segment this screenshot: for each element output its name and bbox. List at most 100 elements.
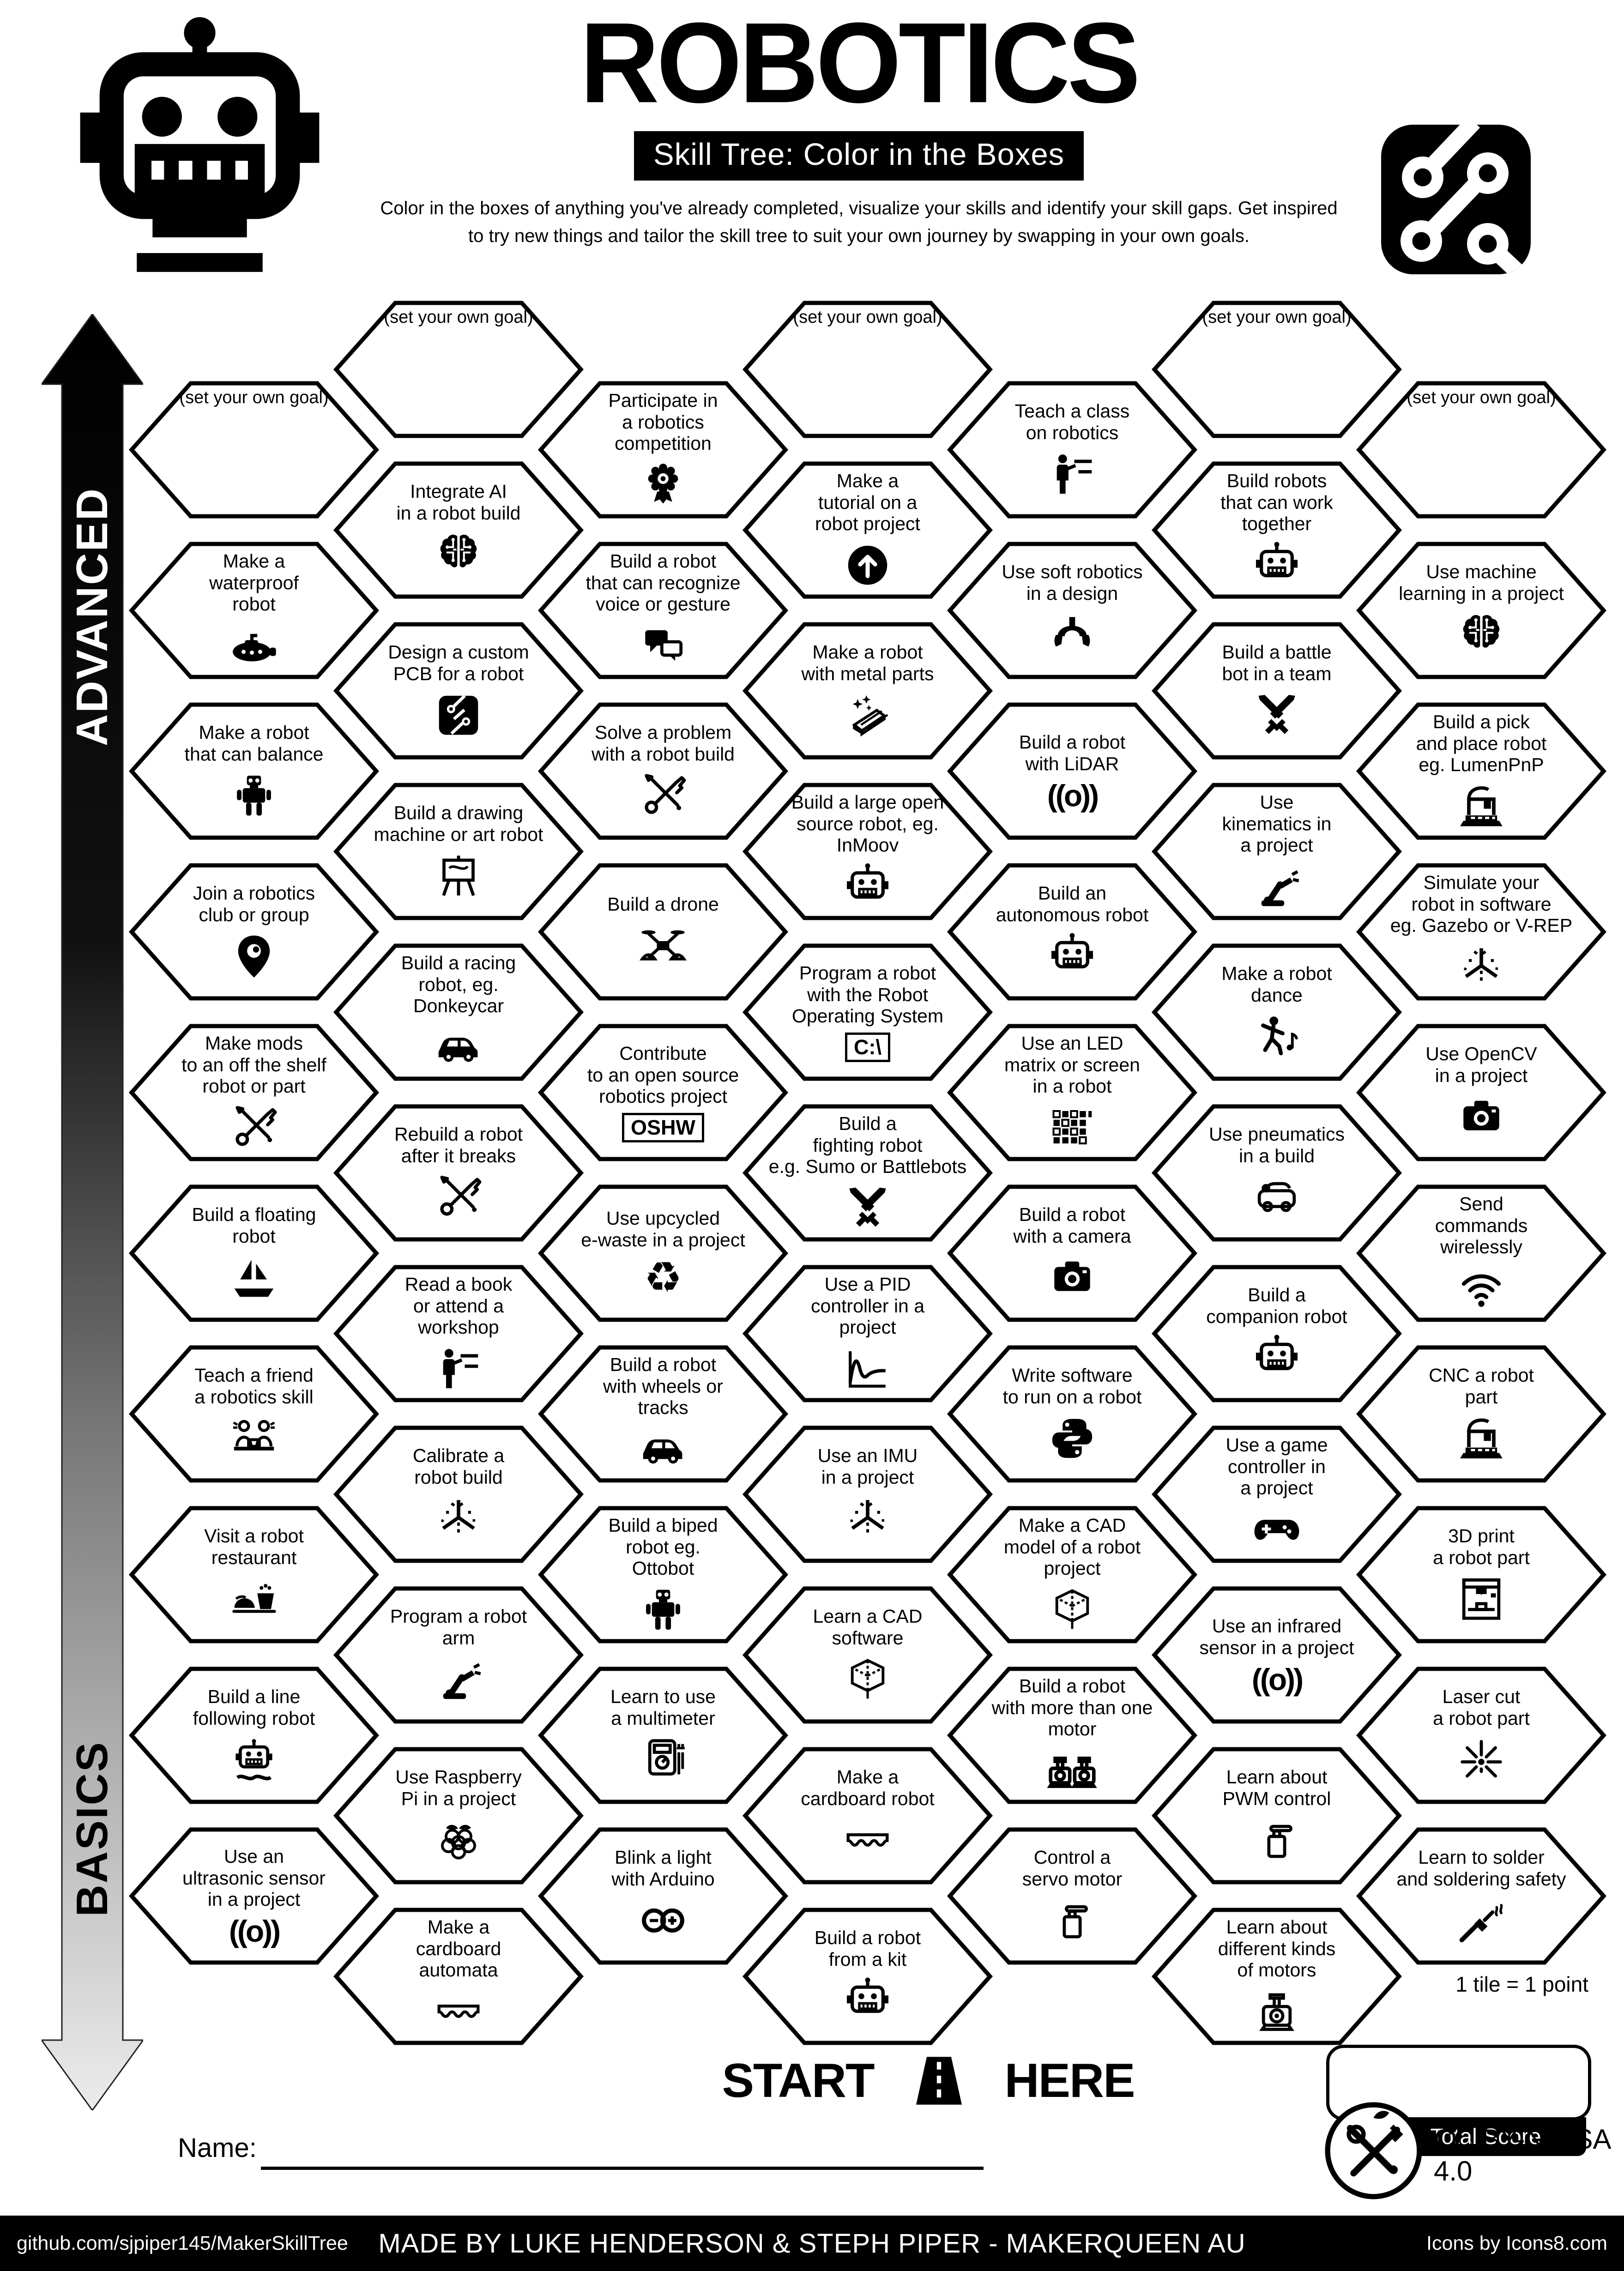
- hex-tile[interactable]: Build a floating robot: [128, 1184, 380, 1323]
- hex-tile[interactable]: Make a waterproof robot: [128, 541, 380, 680]
- hex-tile[interactable]: Use an infrared sensor in a project ((o)): [1151, 1586, 1402, 1724]
- hex-tile[interactable]: CNC a robot part: [1356, 1345, 1607, 1483]
- hex-tile[interactable]: Build a robot with LiDAR ((o)): [947, 702, 1198, 840]
- skill-label: Integrate AI in a robot build: [396, 481, 521, 524]
- hex-tile[interactable]: Participate in a robotics competition: [537, 381, 789, 519]
- hex-outline: [333, 943, 584, 1081]
- hex-tile[interactable]: Build a robot with a camera: [947, 1184, 1198, 1323]
- page-title: ROBOTICS: [580, 0, 1141, 127]
- hex-tile[interactable]: Use kinematics in a project: [1151, 782, 1402, 921]
- dancing-person-icon: [1252, 1012, 1302, 1062]
- hex-content: Make mods to an off the shelf robot or p…: [129, 1023, 379, 1162]
- hex-tile[interactable]: Build a robot that can recognize voice o…: [537, 541, 789, 680]
- hex-tile[interactable]: Learn to use a multimeter: [537, 1666, 789, 1805]
- hex-tile[interactable]: Rebuild a robot after it breaks: [333, 1104, 584, 1242]
- hex-tile[interactable]: Make a robot with metal parts: [742, 622, 993, 760]
- hex-outline: [537, 702, 789, 840]
- pick-and-place-icon: [1456, 781, 1506, 831]
- hex-tile[interactable]: Learn about PWM control: [1151, 1746, 1402, 1885]
- hex-tile[interactable]: Learn about different kinds of motors: [1151, 1907, 1402, 2046]
- hex-outline: [742, 301, 993, 438]
- hex-outline: [947, 863, 1198, 1001]
- hex-tile[interactable]: Build a biped robot eg. Ottobot: [537, 1505, 789, 1644]
- workshop-icon: [434, 1344, 483, 1394]
- hex-tile-custom-goal[interactable]: (set your own goal): [333, 300, 584, 439]
- circuit-logo-icon: [1370, 116, 1541, 283]
- hex-tile[interactable]: Teach a class on robotics: [947, 381, 1198, 519]
- hex-tile[interactable]: Laser cut a robot part: [1356, 1666, 1607, 1805]
- skill-label: Make a cardboard robot: [801, 1766, 935, 1809]
- hex-outline: [1356, 863, 1607, 1001]
- hex-tile[interactable]: Read a book or attend a workshop: [333, 1264, 584, 1403]
- hex-tile[interactable]: Contribute to an open source robotics pr…: [537, 1023, 789, 1162]
- hex-outline: [128, 1506, 380, 1643]
- hex-outline: [742, 1265, 993, 1402]
- hex-content: Use machine learning in a project: [1357, 541, 1606, 680]
- hex-tile[interactable]: Make a cardboard robot: [742, 1746, 993, 1885]
- hex-tile[interactable]: Join a robotics club or group: [128, 863, 380, 1001]
- hex-tile[interactable]: Build a drawing machine or art robot: [333, 782, 584, 921]
- hex-tile[interactable]: Program a robot arm: [333, 1586, 584, 1724]
- hex-tile[interactable]: Use an IMU in a project: [742, 1425, 993, 1564]
- hex-tile[interactable]: Make a robot dance: [1151, 943, 1402, 1081]
- hex-tile[interactable]: Build a pick and place robot eg. LumenPn…: [1356, 702, 1607, 840]
- hex-tile-custom-goal[interactable]: (set your own goal): [742, 300, 993, 439]
- hex-tile[interactable]: Build a large open source robot, eg. InM…: [742, 782, 993, 921]
- hex-tile-custom-goal[interactable]: (set your own goal): [1151, 300, 1402, 439]
- hex-tile[interactable]: Design a custom PCB for a robot: [333, 622, 584, 760]
- hex-tile[interactable]: Build a line following robot: [128, 1666, 380, 1805]
- hex-content: Rebuild a robot after it breaks: [334, 1104, 583, 1242]
- hex-tile[interactable]: Build an autonomous robot: [947, 863, 1198, 1001]
- hex-tile[interactable]: Use a PID controller in a project: [742, 1264, 993, 1403]
- hex-tile[interactable]: Blink a light with Arduino: [537, 1827, 789, 1965]
- hex-tile[interactable]: Simulate your robot in software eg. Gaze…: [1356, 863, 1607, 1001]
- hex-tile[interactable]: 3D print a robot part: [1356, 1505, 1607, 1644]
- hex-content: Build a large open source robot, eg. InM…: [743, 782, 992, 921]
- balancing-robot-icon: [229, 771, 279, 821]
- subtitle-banner: Skill Tree: Color in the Boxes: [634, 131, 1084, 181]
- name-input-line[interactable]: [261, 2167, 984, 2170]
- hex-tile[interactable]: Use an ultrasonic sensor in a project ((o…: [128, 1827, 380, 1965]
- hex-tile[interactable]: Program a robot with the Robot Operating…: [742, 943, 993, 1081]
- name-label: Name:: [178, 2133, 257, 2163]
- hex-tile[interactable]: Learn a CAD software: [742, 1586, 993, 1724]
- hex-tile[interactable]: Make a tutorial on a robot project: [742, 461, 993, 599]
- hex-tile[interactable]: Make a robot that can balance: [128, 702, 380, 840]
- hex-tile[interactable]: Make a CAD model of a robot project: [947, 1505, 1198, 1644]
- hex-tile[interactable]: Control a servo motor: [947, 1827, 1198, 1965]
- line-following-robot-icon: [229, 1735, 279, 1785]
- hex-tile[interactable]: Write software to run on a robot: [947, 1345, 1198, 1483]
- hex-tile[interactable]: Build a racing robot, eg. Donkeycar: [333, 943, 584, 1081]
- hex-tile[interactable]: Build a companion robot: [1151, 1264, 1402, 1403]
- hex-tile[interactable]: Make a cardboard automata: [333, 1907, 584, 2046]
- hex-tile[interactable]: Solve a problem with a robot build: [537, 702, 789, 840]
- hex-tile[interactable]: Teach a friend a robotics skill: [128, 1345, 380, 1483]
- hex-outline: [537, 1345, 789, 1483]
- hex-tile[interactable]: Build a robot with more than one motor: [947, 1666, 1198, 1805]
- hex-tile[interactable]: Calibrate a robot build: [333, 1425, 584, 1564]
- race-car-icon: [434, 1022, 483, 1072]
- hex-tile[interactable]: Build a battle bot in a team: [1151, 622, 1402, 760]
- skill-label: Learn about different kinds of motors: [1218, 1916, 1336, 1981]
- hex-tile[interactable]: Use a game controller in a project: [1151, 1425, 1402, 1564]
- hex-tile[interactable]: Make mods to an off the shelf robot or p…: [128, 1023, 380, 1162]
- hex-tile[interactable]: Build a drone: [537, 863, 789, 1001]
- hex-tile[interactable]: Use Raspberry Pi in a project: [333, 1746, 584, 1885]
- hex-tile[interactable]: Use upcycled e-waste in a project ♻: [537, 1184, 789, 1323]
- robot-logo-icon: [74, 14, 326, 291]
- hex-tile[interactable]: Use pneumatics in a build: [1151, 1104, 1402, 1242]
- hex-tile-custom-goal[interactable]: (set your own goal): [1356, 381, 1607, 519]
- hex-tile[interactable]: Learn to solder and soldering safety: [1356, 1827, 1607, 1965]
- hex-tile[interactable]: Send commands wirelessly: [1356, 1184, 1607, 1323]
- hex-tile[interactable]: Use an LED matrix or screen in a robot: [947, 1023, 1198, 1162]
- hex-tile[interactable]: Build robots that can work together: [1151, 461, 1402, 599]
- hex-tile[interactable]: Build a robot from a kit: [742, 1907, 993, 2046]
- hex-tile[interactable]: Use soft robotics in a design: [947, 541, 1198, 680]
- hex-tile[interactable]: Build a robot with wheels or tracks: [537, 1345, 789, 1483]
- hex-tile[interactable]: Integrate AI in a robot build: [333, 461, 584, 599]
- hex-tile[interactable]: Use machine learning in a project: [1356, 541, 1607, 680]
- hex-tile-custom-goal[interactable]: (set your own goal): [128, 381, 380, 519]
- hex-tile[interactable]: Visit a robot restaurant: [128, 1505, 380, 1644]
- hex-tile[interactable]: Build a fighting robot e.g. Sumo or Batt…: [742, 1104, 993, 1242]
- hex-tile[interactable]: Use OpenCV in a project: [1356, 1023, 1607, 1162]
